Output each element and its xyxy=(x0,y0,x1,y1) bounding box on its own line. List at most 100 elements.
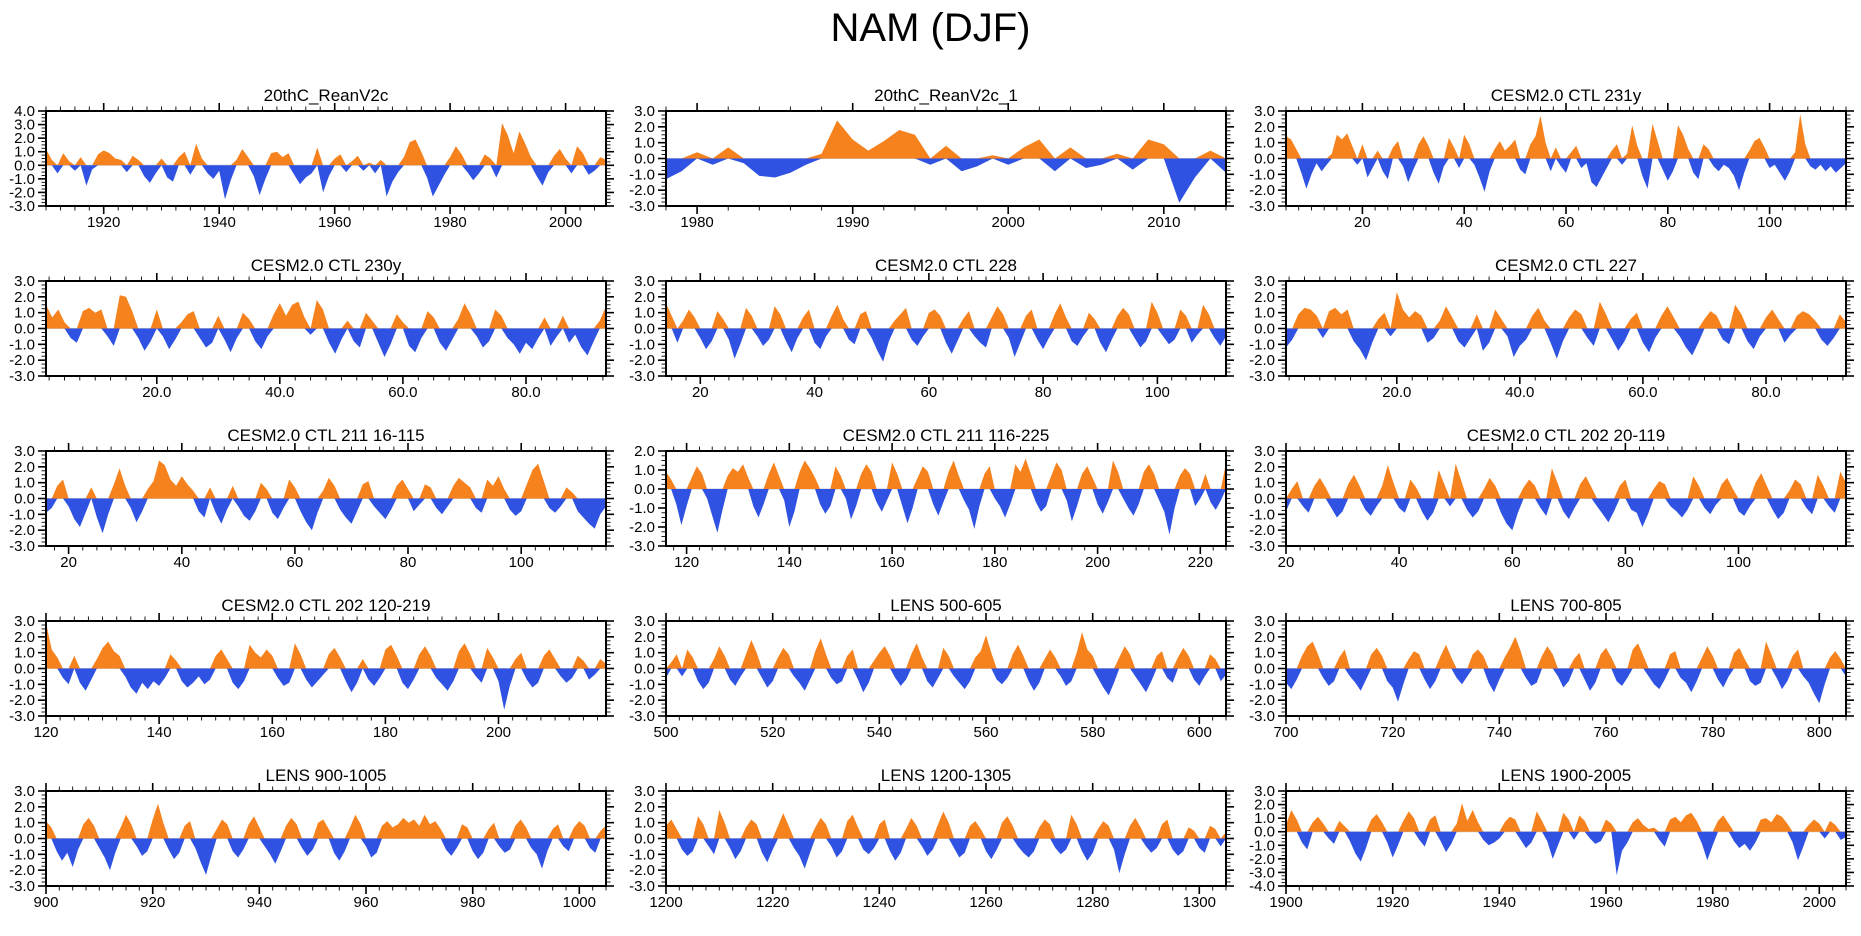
y-tick-label: 3.0 xyxy=(1254,273,1275,290)
x-tick-label: 2010 xyxy=(1147,214,1180,231)
y-tick-label: -3.0 xyxy=(629,878,655,895)
y-tick-label: -1.0 xyxy=(9,846,35,863)
y-tick-label: 1.0 xyxy=(634,645,655,662)
area-negative xyxy=(666,158,1226,203)
panel-lens-700-805: LENS 700-805 700 720 740 760 780 800 3.0 2.0 1.0 0… xyxy=(1240,594,1861,764)
area-negative xyxy=(1286,668,1846,704)
x-tick-label: 720 xyxy=(1380,724,1405,741)
panel-title: CESM2.0 CTL 202 120-219 xyxy=(221,596,430,615)
x-tick-label: 560 xyxy=(973,724,998,741)
panel-cesm2-0-ctl-211-16-115: CESM2.0 CTL 211 16-115 20 40 60 80 100 3.0 2.0 1… xyxy=(0,424,620,594)
x-tick-label: 1260 xyxy=(969,894,1002,911)
y-tick-label: 2.0 xyxy=(634,289,655,306)
x-tick-label: 160 xyxy=(260,724,285,741)
y-tick-label: 2.0 xyxy=(634,443,655,460)
plot-box xyxy=(1285,790,1847,887)
x-tick-label: 540 xyxy=(867,724,892,741)
plot-box xyxy=(1285,110,1847,207)
x-tick-label: 60 xyxy=(1504,554,1521,571)
y-tick-label: -1.0 xyxy=(9,506,35,523)
x-tick-label: 1920 xyxy=(87,214,120,231)
y-tick-label: -3.0 xyxy=(629,198,655,215)
x-tick-label: 60.0 xyxy=(388,384,417,401)
panel-title: LENS 1200-1305 xyxy=(881,766,1011,785)
y-tick-label: 1.0 xyxy=(634,135,655,152)
area-positive xyxy=(46,622,606,669)
y-tick-label: -2.0 xyxy=(629,519,655,536)
y-tick-label: 0.0 xyxy=(1254,321,1275,338)
x-tick-label: 1000 xyxy=(563,894,596,911)
y-tick-label: 2.0 xyxy=(14,629,35,646)
y-tick-label: 2.0 xyxy=(1254,289,1275,306)
x-tick-label: 80 xyxy=(400,554,417,571)
y-tick-label: 2.0 xyxy=(1254,797,1275,814)
y-tick-label: 1.0 xyxy=(634,815,655,832)
y-tick-label: -2.0 xyxy=(9,352,35,369)
x-tick-label: 2000 xyxy=(549,214,582,231)
plot-box xyxy=(665,450,1227,547)
y-tick-label: 1.0 xyxy=(1254,475,1275,492)
x-tick-label: 800 xyxy=(1807,724,1832,741)
y-tick-label: 1.0 xyxy=(14,144,35,161)
panel-title: 20thC_ReanV2c xyxy=(264,86,389,105)
chart-svg: LENS 500-605 500 520 540 560 580 600 3.02.01.00… xyxy=(629,596,1234,741)
y-tick-label: 0.0 xyxy=(634,831,655,848)
x-tick-label: 20 xyxy=(60,554,77,571)
y-tick-label: -1.0 xyxy=(1249,506,1275,523)
panel-cesm2-0-ctl-202-20-119: CESM2.0 CTL 202 20-119 20 40 60 80 100 3.0 2.0 1… xyxy=(1240,424,1861,594)
x-tick-label: 940 xyxy=(247,894,272,911)
panel-cesm2-0-ctl-202-120-219: CESM2.0 CTL 202 120-219 120 140 160 180 200 3.… xyxy=(0,594,620,764)
plot-box xyxy=(665,110,1227,207)
panel-cesm2-0-ctl-227: CESM2.0 CTL 227 20.0 40.0 60.0 80.0 3.0 2.0 1.0… xyxy=(1240,254,1861,424)
y-tick-label: -3.0 xyxy=(1249,538,1275,555)
y-tick-label: -2.0 xyxy=(629,692,655,709)
y-tick-label: -1.0 xyxy=(629,166,655,183)
y-tick-label: 0.0 xyxy=(14,321,35,338)
plot-box xyxy=(45,280,607,377)
x-tick-label: 1960 xyxy=(1589,894,1622,911)
panel-title: LENS 900-1005 xyxy=(266,766,387,785)
panel-title: 20thC_ReanV2c_1 xyxy=(874,86,1018,105)
y-tick-label: -2.0 xyxy=(1249,352,1275,369)
y-tick-label: 1.0 xyxy=(1254,810,1275,827)
area-negative xyxy=(1286,158,1846,192)
x-tick-label: 740 xyxy=(1487,724,1512,741)
y-tick-label: -3.0 xyxy=(9,368,35,385)
panel-lens-500-605: LENS 500-605 500 520 540 560 580 600 3.0 2.0 1.0 0… xyxy=(620,594,1240,764)
x-tick-label: 20 xyxy=(1354,214,1371,231)
x-tick-label: 20.0 xyxy=(142,384,171,401)
y-tick-label: 2.0 xyxy=(14,799,35,816)
y-tick-label: 2.0 xyxy=(1254,459,1275,476)
area-negative xyxy=(666,328,1226,362)
area-negative xyxy=(46,498,606,534)
y-tick-label: 1.0 xyxy=(1254,645,1275,662)
chart-svg: CESM2.0 CTL 230y 20.0 40.0 60.0 80.0 3.02.01.… xyxy=(9,256,614,401)
x-tick-label: 180 xyxy=(373,724,398,741)
area-positive xyxy=(46,123,606,166)
y-tick-label: 1.0 xyxy=(14,475,35,492)
y-tick-label: 3.0 xyxy=(634,103,655,120)
plot-box xyxy=(665,280,1227,377)
y-tick-label: 2.0 xyxy=(14,130,35,147)
y-tick-label: 0.0 xyxy=(14,157,35,174)
panel-lens-900-1005: LENS 900-1005 900 920 940 960 980 1000 3.0 2.0 1.… xyxy=(0,764,620,934)
x-tick-label: 220 xyxy=(1188,554,1213,571)
x-tick-label: 1960 xyxy=(318,214,351,231)
y-tick-label: -1.0 xyxy=(629,500,655,517)
y-tick-label: -3.0 xyxy=(9,538,35,555)
x-tick-label: 1220 xyxy=(756,894,789,911)
area-negative xyxy=(46,668,606,710)
x-tick-label: 1200 xyxy=(649,894,682,911)
y-tick-label: 1.0 xyxy=(14,305,35,322)
y-tick-label: 0.0 xyxy=(1254,151,1275,168)
y-tick-label: -1.0 xyxy=(9,676,35,693)
y-tick-label: -3.0 xyxy=(9,878,35,895)
x-tick-label: 80.0 xyxy=(511,384,540,401)
y-tick-label: 4.0 xyxy=(14,103,35,120)
y-tick-label: -1.0 xyxy=(629,676,655,693)
x-tick-label: 100 xyxy=(1145,384,1170,401)
y-tick-label: 0.0 xyxy=(1254,491,1275,508)
chart-svg: LENS 900-1005 900 920 940 960 980 1000 3.02.01.… xyxy=(9,766,614,911)
plot-box xyxy=(45,620,607,717)
x-tick-label: 120 xyxy=(674,554,699,571)
